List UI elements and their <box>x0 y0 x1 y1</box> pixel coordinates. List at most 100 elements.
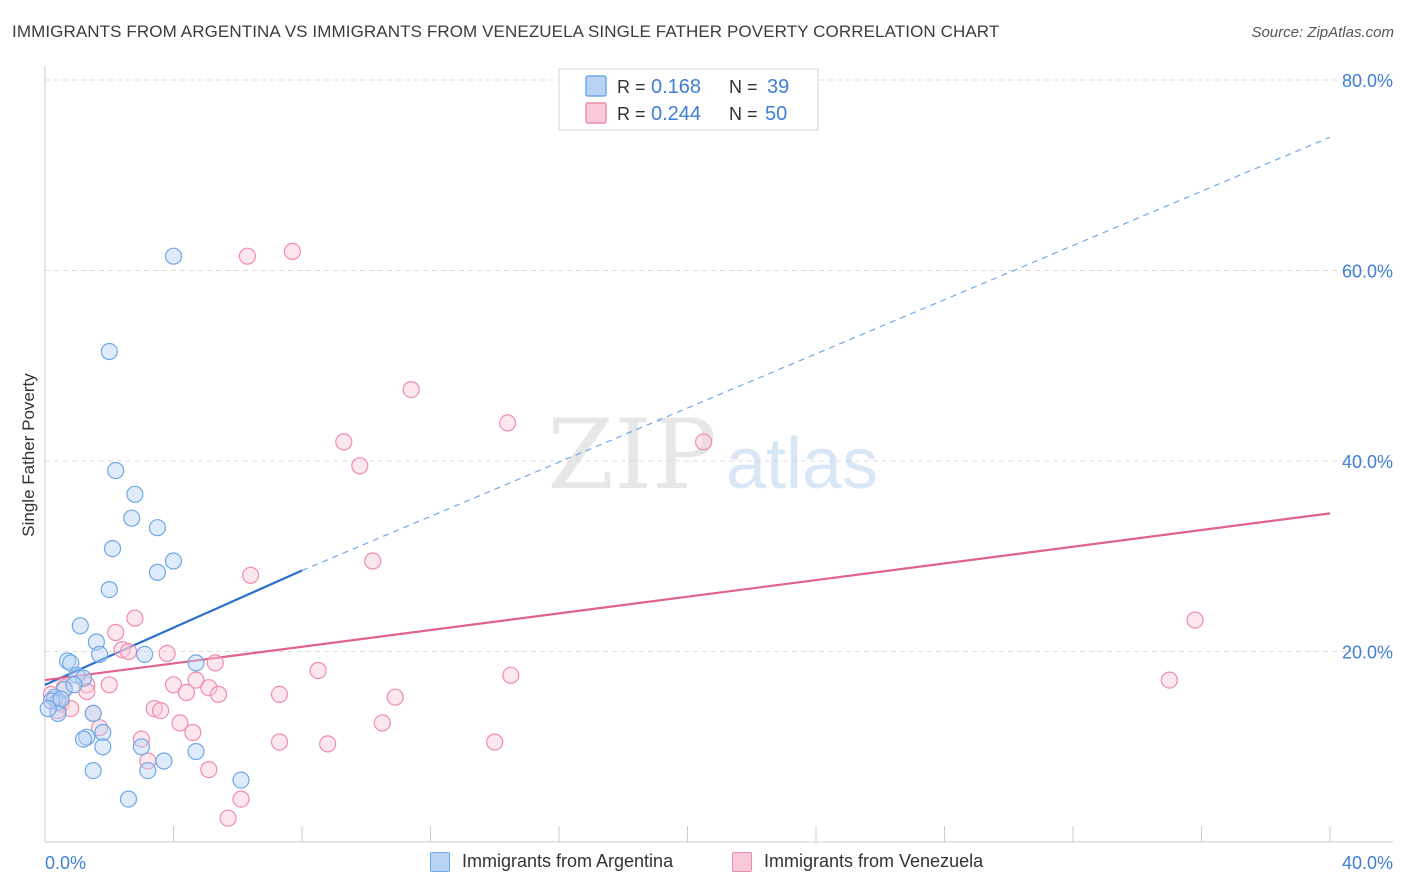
data-point-venezuela <box>1186 611 1204 629</box>
data-point-venezuela <box>238 247 256 265</box>
data-point-venezuela <box>164 676 183 694</box>
data-point-argentina <box>94 738 112 756</box>
legend-label-venezuela: Immigrants from Venezuela <box>764 851 984 871</box>
axis-labels: 20.0% 40.0% 60.0% 80.0% 0.0% 40.0% <box>45 71 1393 873</box>
data-point-venezuela <box>113 640 131 659</box>
legend-n-value: 39 <box>767 76 789 98</box>
data-point-venezuela <box>145 699 163 718</box>
data-point-argentina <box>126 485 144 503</box>
y-tick-label: 40.0% <box>1342 452 1393 472</box>
data-point-venezuela <box>209 685 228 704</box>
data-point-venezuela <box>502 666 520 684</box>
data-point-argentina <box>232 771 250 789</box>
data-point-argentina <box>103 539 122 558</box>
data-point-venezuela <box>206 654 224 672</box>
legend-label-argentina: Immigrants from Argentina <box>462 851 674 871</box>
data-point-venezuela <box>270 733 289 751</box>
data-point-argentina <box>74 730 93 748</box>
data-point-venezuela <box>187 671 205 689</box>
data-point-argentina <box>74 669 93 687</box>
data-point-venezuela <box>335 433 353 451</box>
data-point-argentina <box>164 247 183 265</box>
data-point-venezuela <box>373 714 391 732</box>
legend-swatch-argentina <box>585 75 607 97</box>
data-point-venezuela <box>351 457 369 475</box>
data-point-venezuela <box>319 735 337 753</box>
data-point-argentina <box>71 617 89 635</box>
data-point-venezuela <box>242 566 260 584</box>
y-tick-label: 20.0% <box>1342 643 1393 663</box>
data-point-argentina <box>49 704 67 723</box>
y-axis-title: Single Father Poverty <box>19 373 38 537</box>
data-point-argentina <box>84 761 102 780</box>
trend-lines <box>44 136 1331 686</box>
data-point-venezuela <box>177 683 195 702</box>
data-point-argentina <box>187 654 205 672</box>
data-point-venezuela <box>486 733 504 751</box>
data-point-argentina <box>107 461 125 480</box>
data-point-venezuela <box>171 714 189 732</box>
y-tick-label: 80.0% <box>1342 71 1393 91</box>
data-point-venezuela <box>90 719 109 737</box>
trend-line-venezuela <box>44 512 1331 682</box>
data-point-venezuela <box>126 609 144 627</box>
legend-r-label: R = <box>617 77 646 97</box>
y-tick-label: 60.0% <box>1342 262 1393 282</box>
data-point-venezuela <box>219 809 237 827</box>
data-point-argentina <box>52 690 70 708</box>
data-point-argentina <box>148 519 166 537</box>
grid-layer <box>45 79 1393 652</box>
data-point-argentina <box>94 723 112 742</box>
legend-r-label: R = <box>617 104 646 124</box>
data-point-argentina <box>84 704 102 723</box>
legend-item-venezuela[interactable]: Immigrants from Venezuela <box>732 851 983 872</box>
data-point-venezuela <box>232 790 250 808</box>
legend-swatch-argentina <box>430 851 450 872</box>
legend-swatch-venezuela <box>732 851 752 872</box>
correlation-legend: R = 0.168 N = 39 R = 0.244 N = 50 <box>558 68 819 131</box>
data-point-argentina <box>164 552 183 570</box>
data-point-argentina <box>148 563 166 582</box>
data-point-argentina <box>139 761 157 780</box>
data-point-argentina <box>155 752 173 770</box>
data-point-argentina <box>90 645 109 664</box>
legend-item-argentina[interactable]: Immigrants from Argentina <box>430 851 673 872</box>
data-point-venezuela <box>499 414 517 432</box>
data-point-argentina <box>187 742 205 761</box>
data-point-venezuela <box>107 623 125 642</box>
data-point-venezuela <box>152 701 170 720</box>
data-point-argentina <box>136 645 154 664</box>
data-point-venezuela <box>200 760 218 779</box>
data-point-argentina <box>100 580 118 599</box>
data-point-argentina <box>119 790 138 808</box>
data-point-venezuela <box>364 552 382 570</box>
data-point-argentina <box>39 699 57 718</box>
legend-n-value: 50 <box>765 103 787 125</box>
legend-r-value: 0.244 <box>651 103 701 125</box>
data-point-argentina <box>65 676 83 694</box>
data-point-venezuela <box>694 433 713 451</box>
data-points <box>39 242 1204 827</box>
data-point-venezuela <box>386 688 404 706</box>
watermark: ZIP atlas <box>547 399 878 511</box>
watermark-zip: ZIP <box>547 399 716 511</box>
data-point-venezuela <box>1160 671 1179 689</box>
legend-swatch-venezuela <box>585 102 607 124</box>
legend-n-label: N = <box>729 104 758 124</box>
data-point-venezuela <box>270 685 289 704</box>
axis-layer <box>44 66 1393 843</box>
data-point-argentina <box>123 509 141 527</box>
legend-n-label: N = <box>729 77 758 97</box>
data-point-venezuela <box>402 381 420 399</box>
data-point-venezuela <box>283 242 301 260</box>
legend-r-value: 0.168 <box>651 76 701 98</box>
data-point-venezuela <box>100 676 118 694</box>
series-legend: Immigrants from Argentina Immigrants fro… <box>0 851 1406 877</box>
trend-line-argentina <box>44 569 303 686</box>
data-point-argentina <box>132 738 150 756</box>
chart-title: IMMIGRANTS FROM ARGENTINA VS IMMIGRANTS … <box>12 22 1000 41</box>
source-credit: Source: ZipAtlas.com <box>1251 24 1394 41</box>
x-tick-label: 40.0% <box>1342 853 1393 873</box>
data-point-venezuela <box>184 723 202 742</box>
